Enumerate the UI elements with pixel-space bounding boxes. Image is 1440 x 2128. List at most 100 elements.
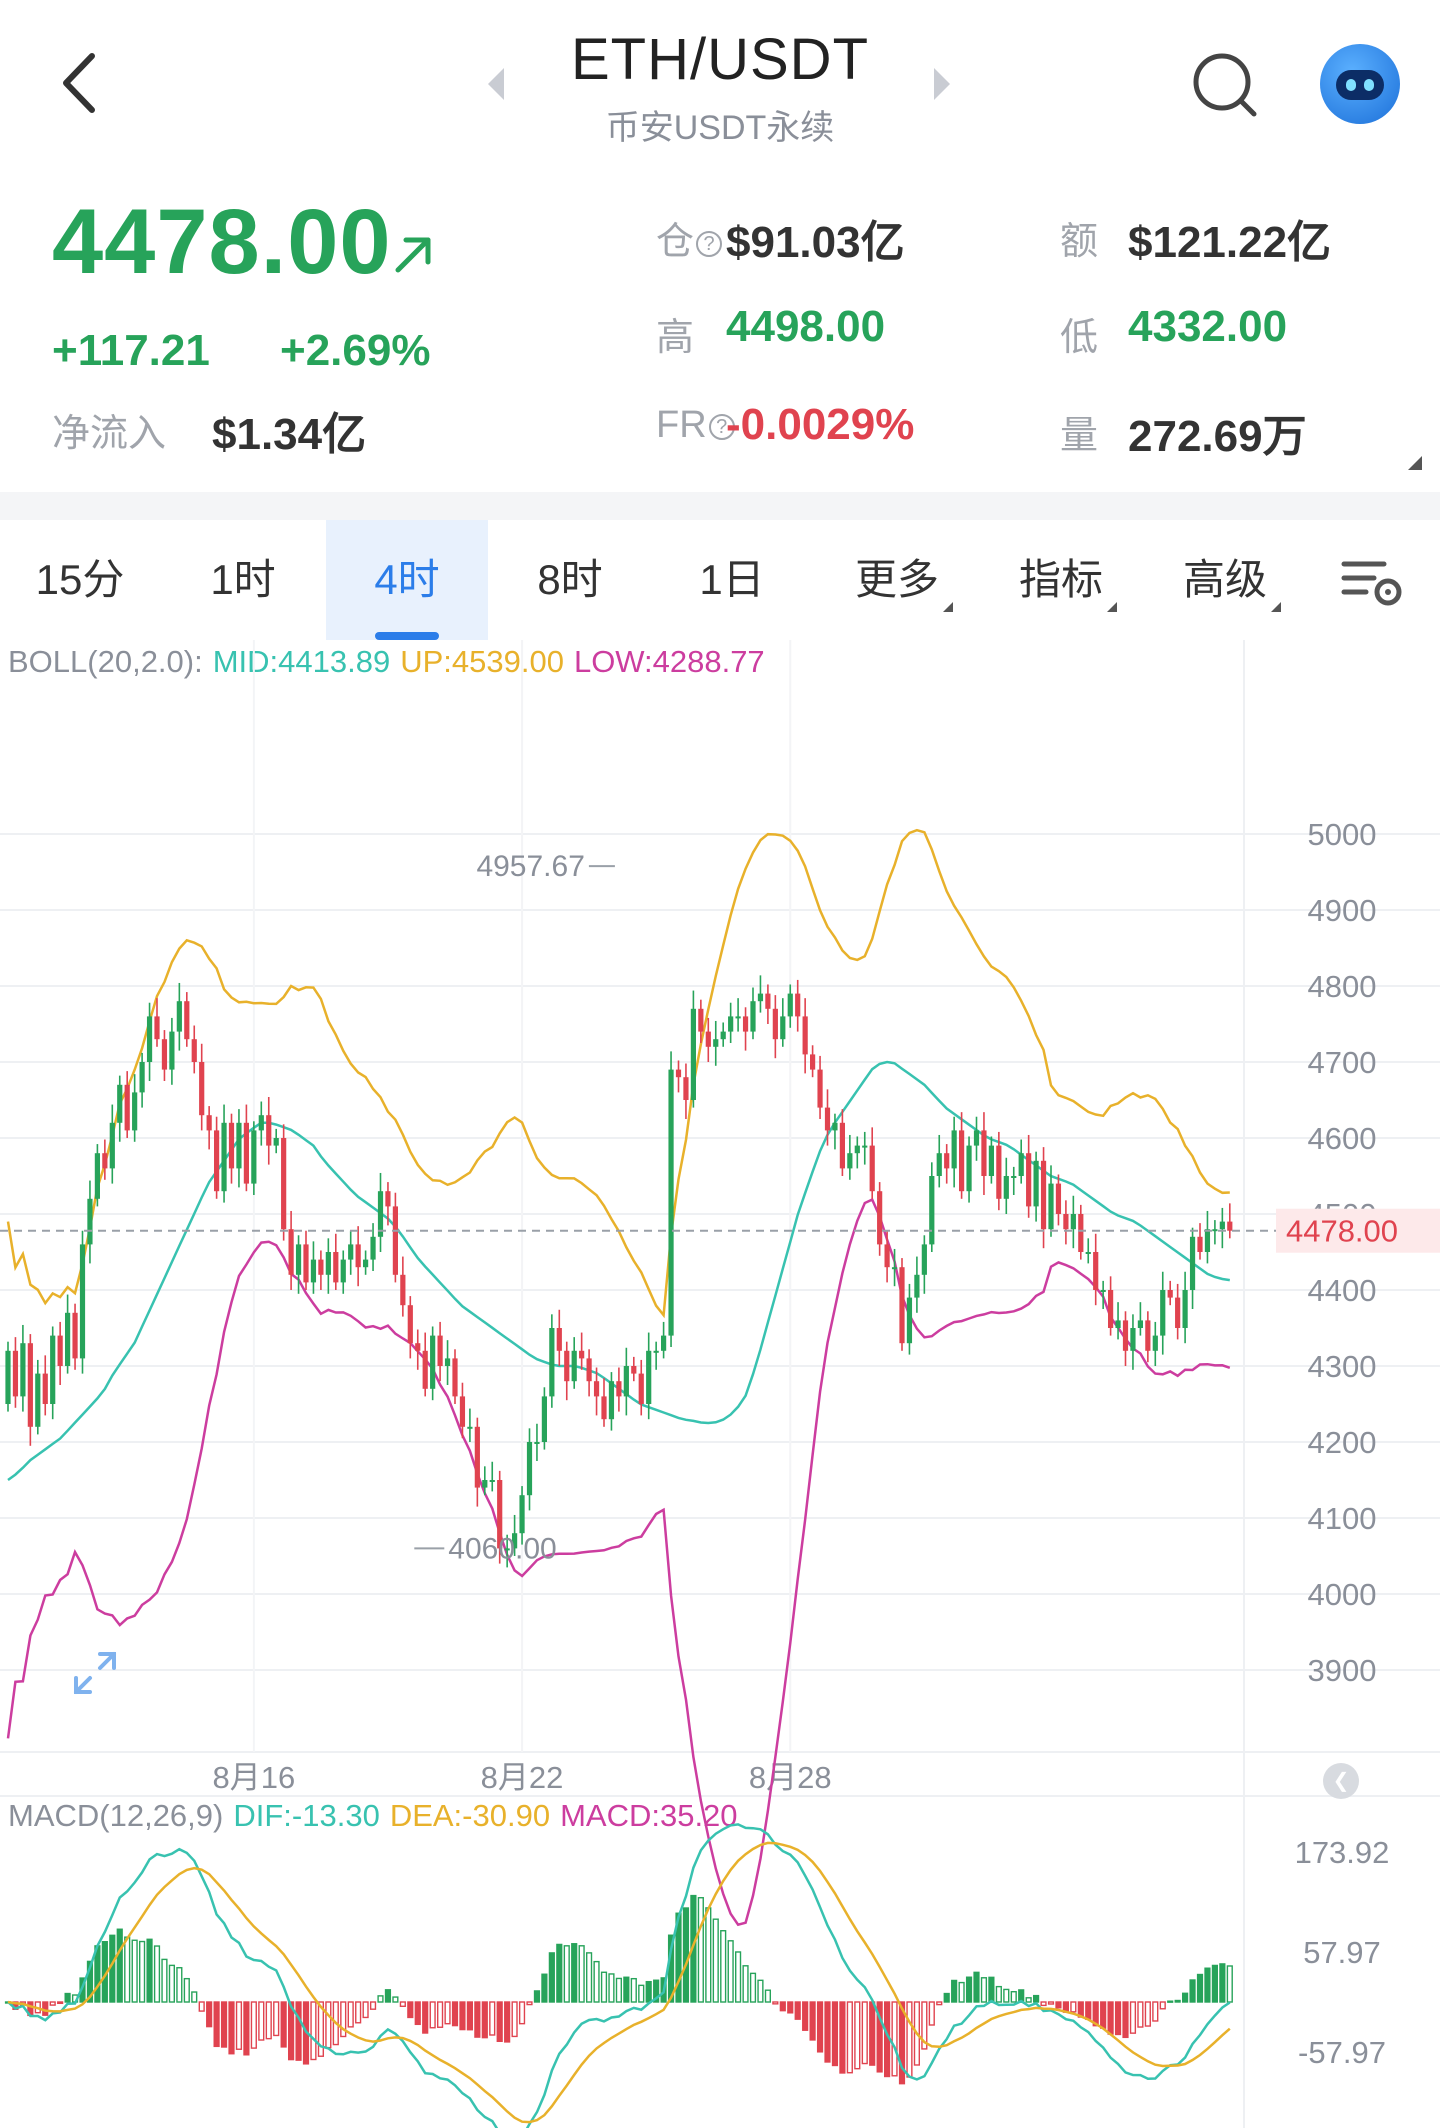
macd-legend[interactable]: MACD(12,26,9) DIF:-13.30 DEA:-30.90 MACD:35…	[8, 1798, 748, 1834]
search-icon[interactable]	[1190, 50, 1260, 120]
dropdown-icon	[1107, 602, 1117, 612]
macd-bar	[906, 2001, 913, 2078]
candle-body	[854, 1145, 860, 1154]
expand-stats-icon[interactable]	[1408, 456, 1422, 470]
tab-advanced[interactable]: 高级	[1150, 520, 1314, 640]
macd-dif-line	[7, 1823, 1231, 2128]
macd-bar	[243, 2001, 250, 2056]
candle-body	[482, 1480, 488, 1488]
macd-bar	[1092, 2001, 1099, 2027]
prev-pair-arrow-icon[interactable]	[488, 68, 504, 100]
candle-body	[340, 1259, 346, 1283]
macd-bar	[466, 2001, 474, 2031]
candle	[1197, 1223, 1203, 1260]
candle	[772, 995, 778, 1059]
macd-bar	[727, 1940, 734, 2003]
funding-rate-label[interactable]: FR?	[656, 404, 735, 447]
chart-settings-icon[interactable]	[1340, 556, 1404, 608]
candle	[549, 1314, 555, 1408]
tab-1h[interactable]: 1时	[210, 556, 276, 603]
candle-body	[1048, 1183, 1054, 1230]
candle-body	[1182, 1290, 1188, 1328]
candle	[869, 1127, 875, 1199]
candle-body	[1145, 1320, 1151, 1351]
tab-indicators[interactable]: 指标	[986, 520, 1150, 640]
netflow-label: 净流入	[52, 413, 167, 455]
candle	[884, 1230, 890, 1283]
candle-body	[884, 1244, 890, 1268]
macd-bar	[541, 1973, 548, 2003]
candle-body	[824, 1107, 831, 1131]
candle	[586, 1349, 592, 1397]
candle	[12, 1337, 19, 1408]
candle-body	[385, 1191, 391, 1207]
candle-body	[750, 1001, 756, 1032]
candle	[839, 1109, 845, 1176]
candle-body	[847, 1153, 853, 1169]
candle-body	[996, 1145, 1002, 1199]
back-chevron-icon[interactable]	[52, 48, 112, 118]
macd-bar	[787, 2001, 794, 2014]
candle	[340, 1250, 346, 1294]
candle	[988, 1136, 994, 1184]
candle	[750, 987, 756, 1040]
robot-avatar-icon[interactable]	[1320, 44, 1400, 124]
macd-bar	[377, 1995, 384, 2003]
tab-8h[interactable]: 8时	[537, 556, 603, 603]
candle	[281, 1124, 287, 1241]
candle-body	[288, 1229, 294, 1275]
candle	[87, 1180, 93, 1264]
candle-body	[109, 1122, 115, 1169]
tab-4h[interactable]: 4时	[326, 520, 488, 640]
next-pair-arrow-icon[interactable]	[934, 68, 950, 100]
macd-bar	[1100, 2001, 1107, 2029]
macd-bar	[295, 2001, 302, 2061]
candle	[161, 1030, 168, 1081]
candle-body	[5, 1350, 11, 1404]
candle	[50, 1326, 56, 1420]
candle	[1212, 1220, 1218, 1245]
candle-body	[519, 1495, 525, 1534]
open-interest-label[interactable]: 仓?	[656, 210, 723, 265]
candle-body	[504, 1548, 510, 1551]
macd-bar	[392, 1996, 399, 2003]
candle	[221, 1104, 227, 1203]
macd-bar	[1226, 1965, 1233, 2003]
candle-body	[139, 1062, 145, 1093]
candle-body	[422, 1350, 428, 1389]
tab-1d[interactable]: 1日	[699, 556, 765, 603]
macd-bar	[980, 1977, 988, 2003]
candle	[415, 1329, 421, 1370]
candle	[608, 1372, 615, 1431]
macd-bar	[511, 2001, 518, 2038]
expand-chart-icon[interactable]	[70, 1648, 120, 1698]
candle	[20, 1324, 26, 1412]
macd-bar	[1219, 1963, 1226, 2003]
pair-title[interactable]: ETH/USDT	[571, 27, 869, 92]
candle	[65, 1294, 71, 1374]
x-tick-label: 8月28	[749, 1760, 832, 1795]
tab-more[interactable]: 更多	[822, 520, 986, 640]
macd-bar	[1032, 1994, 1040, 2003]
macd-bar	[1107, 2001, 1114, 2035]
interval-tabs: 15分 1时 4时 8时 1日 更多 指标 高级	[0, 520, 1440, 640]
candle-body	[50, 1335, 56, 1404]
candle-body	[1212, 1229, 1218, 1232]
candle-body	[772, 1008, 778, 1040]
candle-body	[780, 1016, 786, 1040]
help-icon: ?	[696, 230, 723, 257]
candle-body	[877, 1191, 883, 1245]
macd-bar	[988, 1976, 995, 2003]
candle	[333, 1233, 339, 1290]
candle-body	[333, 1252, 339, 1283]
macd-name: MACD(12,26,9)	[8, 1798, 224, 1833]
candle	[94, 1144, 100, 1207]
candle-body	[936, 1153, 942, 1176]
candle	[832, 1113, 838, 1150]
pair-subtitle: 币安USDT永续	[605, 109, 835, 147]
boll-legend[interactable]: BOLL(20,2.0): MID:4413.89 UP:4539.00 LOW:42…	[8, 644, 775, 680]
candle	[571, 1337, 577, 1389]
kline-chart[interactable]: 5000490048004700460045004400430042004100…	[0, 640, 1440, 2128]
scroll-to-latest-icon[interactable]: ❮	[1323, 1763, 1359, 1799]
tab-15m[interactable]: 15分	[35, 556, 125, 603]
